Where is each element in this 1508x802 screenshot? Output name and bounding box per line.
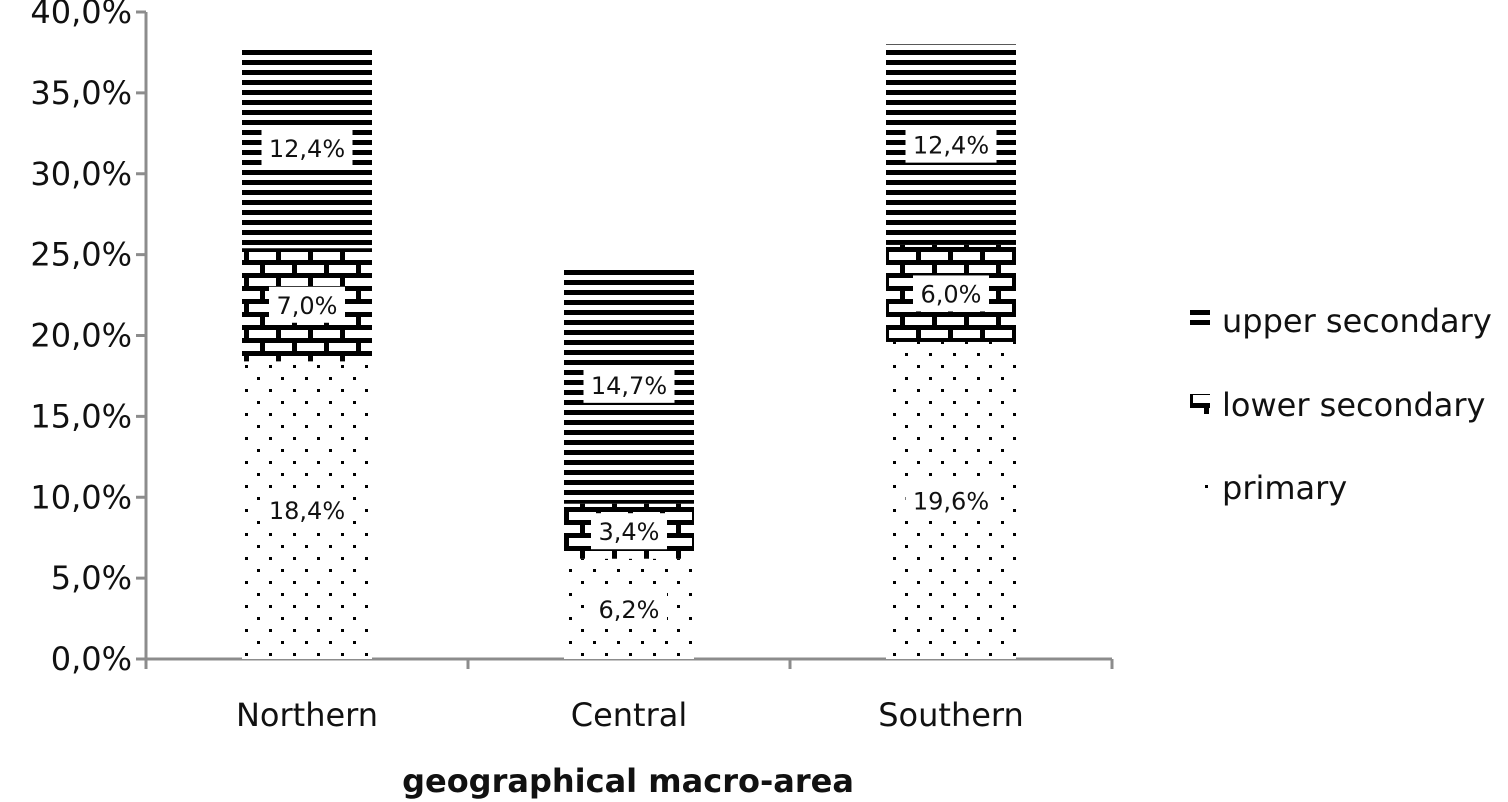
bars <box>242 44 1016 659</box>
data-label-box <box>261 129 353 166</box>
legend-label-lower-secondary: lower secondary <box>1222 386 1485 424</box>
category-label-southern: Southern <box>878 696 1024 734</box>
legend-label-upper-secondary: upper secondary <box>1222 302 1492 340</box>
data-label-box <box>269 286 345 323</box>
y-tick-label: 10,0% <box>30 478 132 516</box>
data-label-box <box>913 275 989 312</box>
legend-swatch-lower-secondary <box>1190 394 1210 414</box>
data-label-box <box>905 126 997 163</box>
data-label-central-upper-secondary: 14,7% <box>591 372 667 400</box>
y-axis-ticks: 0,0% 5,0% 10,0% 15,0% 20,0% 25,0% 30,0% 35,0% 40… <box>30 0 146 678</box>
legend: upper secondary lower secondary primary <box>1190 302 1492 507</box>
y-tick-label: 35,0% <box>30 74 132 112</box>
data-label-box <box>905 482 997 519</box>
data-label-southern-primary: 19,6% <box>913 487 989 515</box>
y-tick-label: 0,0% <box>51 640 132 678</box>
data-labels: 18,4% 7,0% 12,4% 6,2% 3,4% 14,7% 19,6% 6,0% 12,4… <box>261 126 997 627</box>
data-label-northern-upper-secondary: 12,4% <box>269 135 345 163</box>
data-label-central-primary: 6,2% <box>599 596 660 624</box>
category-label-central: Central <box>571 696 688 734</box>
legend-label-primary: primary <box>1222 469 1347 507</box>
legend-swatch-primary <box>1190 477 1210 497</box>
data-label-northern-lower-secondary: 7,0% <box>277 292 338 320</box>
y-tick-label: 5,0% <box>51 559 132 597</box>
data-label-southern-lower-secondary: 6,0% <box>921 280 982 308</box>
y-tick-label: 25,0% <box>30 236 132 274</box>
data-label-box <box>591 590 667 627</box>
y-tick-label: 40,0% <box>30 0 132 31</box>
data-label-box <box>583 366 675 403</box>
data-label-box <box>591 513 667 550</box>
y-tick-label: 15,0% <box>30 397 132 435</box>
data-label-box <box>261 492 353 529</box>
data-label-northern-primary: 18,4% <box>269 497 345 525</box>
data-label-central-lower-secondary: 3,4% <box>599 518 660 546</box>
data-label-southern-upper-secondary: 12,4% <box>913 132 989 160</box>
category-label-northern: Northern <box>236 696 378 734</box>
x-axis-ticks: Northern Central Southern <box>144 659 1114 734</box>
legend-swatch-upper-secondary <box>1190 310 1210 330</box>
y-tick-label: 20,0% <box>30 317 132 355</box>
y-tick-label: 30,0% <box>30 155 132 193</box>
x-axis-title: geographical macro-area <box>402 762 854 800</box>
